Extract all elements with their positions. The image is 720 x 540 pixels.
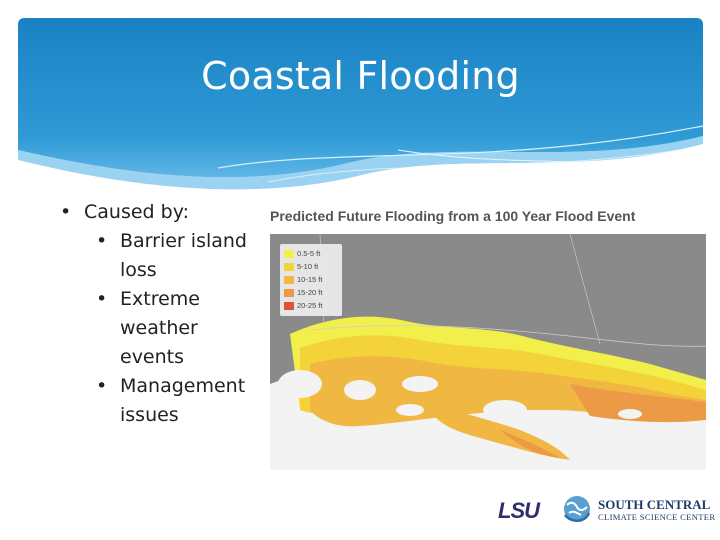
bullet-text: Management (120, 375, 246, 397)
slide-title: Coastal Flooding (201, 54, 520, 98)
legend-swatch (284, 302, 294, 311)
header-banner: Coastal Flooding (18, 18, 703, 208)
legend-swatch (284, 263, 294, 272)
bullet-caused-by: Caused by: (56, 198, 266, 227)
flood-map (270, 234, 706, 470)
lsu-logo: LSU (498, 498, 540, 523)
map-title: Predicted Future Flooding from a 100 Yea… (270, 208, 636, 224)
legend-label: 5-10 ft (297, 262, 319, 271)
legend-item: 15-20 ft (284, 288, 322, 298)
scsc-logo-line1: SOUTH CENTRAL (598, 497, 711, 512)
bullet-management: Management issues (56, 372, 266, 430)
header-wave-graphic (18, 18, 703, 208)
legend-item: 10-15 ft (284, 275, 322, 285)
legend-swatch (284, 276, 294, 285)
scsc-logo-line2: CLIMATE SCIENCE CENTER (598, 512, 716, 522)
legend-item: 0.5-5 ft (284, 249, 320, 259)
bullet-text: Barrier island (120, 230, 247, 252)
legend-label: 0.5-5 ft (297, 249, 321, 258)
legend-item: 20-25 ft (284, 301, 322, 311)
legend-item: 5-10 ft (284, 262, 318, 272)
legend-swatch (284, 289, 294, 298)
bullet-continuation: issues (120, 404, 179, 426)
legend-label: 15-20 ft (297, 288, 323, 297)
globe-icon (564, 496, 591, 522)
bullet-continuation: weather events (120, 317, 198, 368)
legend-swatch (284, 250, 294, 259)
legend-label: 10-15 ft (297, 275, 323, 284)
bullet-barrier-island: Barrier island loss (56, 227, 266, 285)
map-legend: 0.5-5 ft 5-10 ft 10-15 ft 15-20 ft 20-25… (280, 244, 342, 316)
bullet-list: Caused by: Barrier island loss Extreme wea… (56, 198, 266, 430)
flood-map-graphic (270, 234, 706, 470)
bullet-continuation: loss (120, 259, 157, 281)
legend-label: 20-25 ft (297, 301, 323, 310)
bullet-text: Extreme (120, 288, 200, 310)
bullet-extreme-weather: Extreme weather events (56, 285, 266, 372)
